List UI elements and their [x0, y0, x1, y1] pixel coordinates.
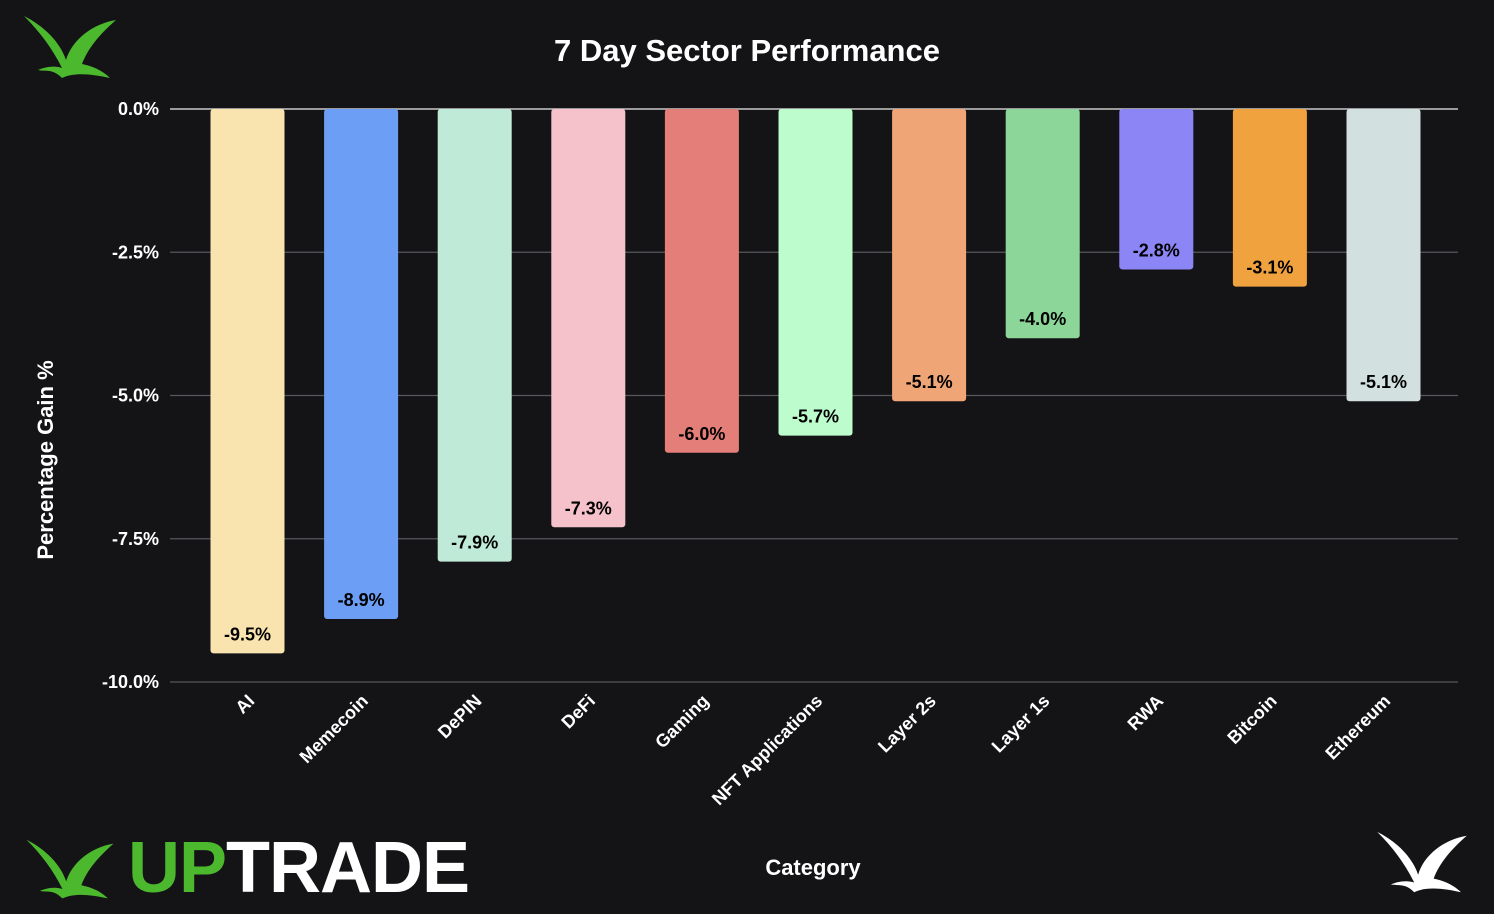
bar-ethereum	[1346, 109, 1421, 402]
x-axis-label: Category	[765, 855, 861, 880]
data-labels-layer: -9.5% -8.9% -7.9% -7.3% -6.0% -5.7% -5.1% -4.0%…	[224, 240, 1407, 644]
bar-memecoin	[324, 109, 399, 619]
bar-nft-applications	[778, 109, 853, 436]
data-label: -9.5%	[224, 624, 271, 644]
x-category-label: Memecoin	[296, 691, 372, 767]
brand-bird-icon	[26, 839, 114, 899]
data-label: -2.8%	[1133, 240, 1180, 260]
data-label: -3.1%	[1246, 258, 1293, 278]
x-category-label: AI	[231, 691, 258, 718]
brand-wordmark-trade: TRADE	[226, 828, 470, 908]
bar-bitcoin	[1232, 109, 1307, 287]
x-category-label: Ethereum	[1321, 691, 1394, 764]
x-category-label: DeFi	[557, 691, 599, 733]
data-label: -5.7%	[792, 407, 839, 427]
x-category-label: NFT Applications	[708, 691, 826, 809]
bar-depin	[437, 109, 512, 562]
data-label: -7.3%	[565, 498, 612, 518]
bar-layer-1s	[1005, 109, 1080, 339]
bar-layer-2s	[892, 109, 967, 402]
x-category-label: Bitcoin	[1223, 691, 1280, 748]
data-label: -5.1%	[1360, 372, 1407, 392]
brand-wordmark: UPTRADE	[128, 832, 470, 904]
x-category-label: RWA	[1124, 691, 1168, 735]
bar-gaming	[664, 109, 739, 453]
y-tick-label: -10.0%	[102, 672, 159, 692]
data-label: -7.9%	[451, 533, 498, 553]
data-label: -8.9%	[338, 590, 385, 610]
x-category-label: DePIN	[434, 691, 486, 743]
x-category-label: Layer 2s	[874, 691, 940, 757]
y-tick-labels: 0.0% -2.5% -5.0% -7.5% -10.0%	[102, 99, 159, 692]
bar-defi	[551, 109, 626, 528]
chart-title: 7 Day Sector Performance	[554, 33, 940, 68]
bird-icon	[24, 16, 116, 78]
y-tick-label: -2.5%	[112, 242, 159, 262]
bar-ai	[210, 109, 285, 654]
y-tick-label: -5.0%	[112, 386, 159, 406]
y-tick-label: -7.5%	[112, 529, 159, 549]
y-tick-label: 0.0%	[118, 99, 159, 119]
bar-rwa	[1119, 109, 1194, 270]
data-label: -6.0%	[678, 424, 725, 444]
y-axis-label: Percentage Gain %	[33, 360, 58, 559]
brand-wordmark-up: UP	[128, 828, 227, 908]
bars-layer	[210, 109, 1421, 654]
x-category-label: Layer 1s	[988, 691, 1054, 757]
data-label: -5.1%	[906, 372, 953, 392]
white-bird-icon	[1377, 831, 1467, 893]
data-label: -4.0%	[1019, 309, 1066, 329]
x-category-label: Gaming	[651, 691, 713, 753]
